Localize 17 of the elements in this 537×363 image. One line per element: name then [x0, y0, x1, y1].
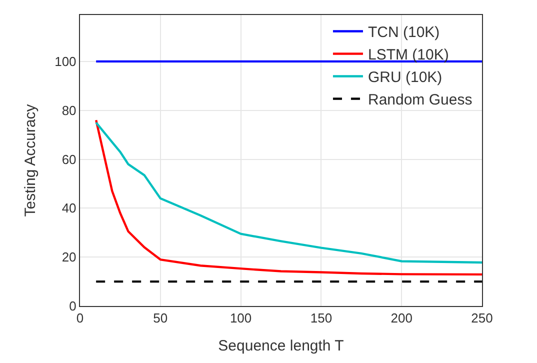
y-axis-title: Testing Accuracy	[22, 104, 39, 217]
x-tick-label: 100	[230, 310, 252, 326]
legend-label: GRU (10K)	[368, 69, 442, 86]
x-tick-label: 250	[471, 310, 493, 326]
legend-label: Random Guess	[368, 92, 472, 109]
y-tick-label: 40	[62, 200, 76, 216]
y-tick-label: 80	[62, 102, 76, 118]
legend-label: LSTM (10K)	[368, 46, 449, 64]
y-tick-label: 20	[62, 250, 76, 265]
x-tick-label: 50	[153, 310, 168, 326]
y-tick-label: 0	[69, 298, 76, 314]
legend-label: TCN (10K)	[368, 24, 440, 42]
y-tick-label: 60	[62, 152, 76, 167]
y-tick-label: 100	[54, 54, 76, 70]
x-tick-label: 200	[390, 310, 412, 326]
x-tick-label: 150	[310, 310, 332, 326]
x-axis-title: Sequence length T	[218, 338, 344, 355]
